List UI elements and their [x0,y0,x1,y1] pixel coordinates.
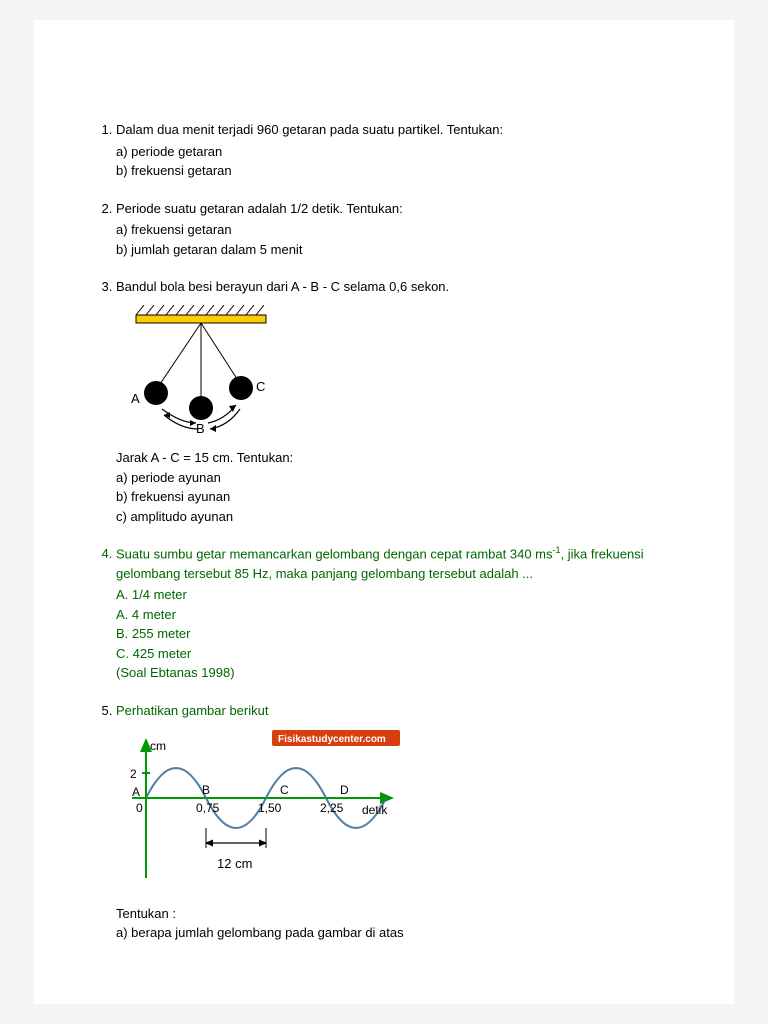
q4-line1b: , jika frekuensi [561,546,644,561]
arrow-bc-2 [210,425,216,432]
document-page: Dalam dua menit terjadi 960 getaran pada… [34,20,734,1004]
wave-svg: Fisikastudycenter.com 2 [112,728,412,888]
question-list: Dalam dua menit terjadi 960 getaran pada… [94,120,674,943]
x-tick-2: 1,50 [258,801,282,815]
x-axis-label: detik [362,803,388,817]
q5-tentukan: Tentukan : [116,904,674,924]
question-1: Dalam dua menit terjadi 960 getaran pada… [116,120,674,181]
q5-a: a) berapa jumlah gelombang pada gambar d… [116,923,674,943]
q4-opt-a2: A. 4 meter [116,605,674,625]
q4-source: (Soal Ebtanas 1998) [116,663,674,683]
q5-subitems: Tentukan : a) berapa jumlah gelombang pa… [116,904,674,943]
ceiling-hatch [136,305,264,315]
ball-a [144,381,168,405]
y-tick-label: 2 [130,767,137,781]
label-a: A [131,391,140,406]
q1-a: a) periode getaran [116,142,674,162]
q4-sup: -1 [552,545,560,555]
q3-a: a) periode ayunan [116,468,674,488]
q2-a: a) frekuensi getaran [116,220,674,240]
point-a: A [132,785,140,799]
q2-b: b) jumlah getaran dalam 5 menit [116,240,674,260]
question-5: Perhatikan gambar berikut Fisikastudycen… [116,701,674,943]
q4-opt-c: C. 425 meter [116,644,674,664]
q2-subitems: a) frekuensi getaran b) jumlah getaran d… [116,220,674,259]
q3-b: b) frekuensi ayunan [116,487,674,507]
y-axis-label: cm [150,739,166,753]
q4-line1: Suatu sumbu getar memancarkan gelombang … [116,546,552,561]
q3-c: c) amplitudo ayunan [116,507,674,527]
point-c: C [280,783,289,797]
q4-opt-b: B. 255 meter [116,624,674,644]
string-c [201,323,241,385]
string-a [156,323,201,390]
x-tick-1: 0,75 [196,801,220,815]
q1-b: b) frekuensi getaran [116,161,674,181]
q3-post: Jarak A - C = 15 cm. Tentukan: [116,448,674,468]
wave-diagram: Fisikastudycenter.com 2 [112,728,674,894]
q3-text: Bandul bola besi berayun dari A - B - C … [116,279,449,294]
watermark-text: Fisikastudycenter.com [278,734,386,745]
q1-subitems: a) periode getaran b) frekuensi getaran [116,142,674,181]
q1-text: Dalam dua menit terjadi 960 getaran pada… [116,122,503,137]
q4-options: A. 1/4 meter A. 4 meter B. 255 meter C. … [116,585,674,683]
pendulum-diagram: A B C [116,305,674,441]
pendulum-svg: A B C [116,305,286,435]
ceiling-bar [136,315,266,323]
dim-label: 12 cm [217,856,252,871]
q2-text: Periode suatu getaran adalah 1/2 detik. … [116,201,403,216]
ball-b [189,396,213,420]
point-b: B [202,783,210,797]
q4-line2: gelombang tersebut 85 Hz, maka panjang g… [116,564,674,584]
label-c: C [256,379,265,394]
q5-text: Perhatikan gambar berikut [116,703,268,718]
question-4: Suatu sumbu getar memancarkan gelombang … [116,544,674,683]
point-d: D [340,783,349,797]
x-tick-3: 2,25 [320,801,344,815]
q4-opt-a1: A. 1/4 meter [116,585,674,605]
question-2: Periode suatu getaran adalah 1/2 detik. … [116,199,674,260]
label-b: B [196,421,205,435]
origin-label: 0 [136,801,143,815]
q3-subitems: Jarak A - C = 15 cm. Tentukan: a) period… [116,448,674,526]
question-3: Bandul bola besi berayun dari A - B - C … [116,277,674,526]
ball-c [229,376,253,400]
